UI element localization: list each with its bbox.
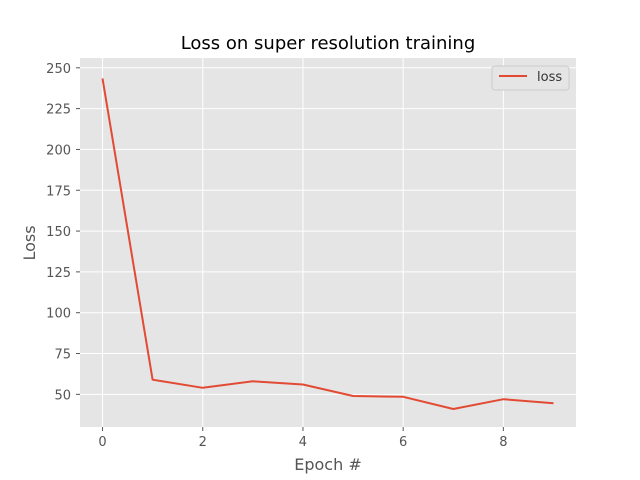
x-axis-ticks: 0 2 4 6 8 [98,427,507,450]
y-tick-label: 175 [46,184,71,199]
chart-title: Loss on super resolution training [181,33,476,54]
y-axis-label: Loss [20,225,39,260]
series-lines [101,78,554,410]
y-tick-label: 50 [54,388,71,403]
y-tick-label: 125 [46,266,71,281]
x-tick-label: 6 [399,435,407,450]
y-tick-label: 200 [46,143,71,158]
y-tick-label: 150 [46,225,71,240]
y-tick-label: 250 [46,62,71,77]
y-tick-label: 100 [46,307,71,322]
x-tick-label: 0 [98,435,106,450]
y-axis-ticks: 50 75 100 125 150 175 200 225 250 [46,62,80,403]
legend-label-loss: loss [537,70,562,85]
x-tick-label: 8 [499,435,507,450]
legend-box [491,65,570,91]
y-tick-label: 75 [54,348,71,363]
series-line-loss [101,78,554,410]
x-tick-label: 4 [299,435,307,450]
x-tick-label: 2 [199,435,207,450]
legend: loss [491,65,570,91]
x-axis-label: Epoch # [294,455,361,474]
y-tick-label: 225 [46,103,71,118]
plot-area [80,58,576,427]
